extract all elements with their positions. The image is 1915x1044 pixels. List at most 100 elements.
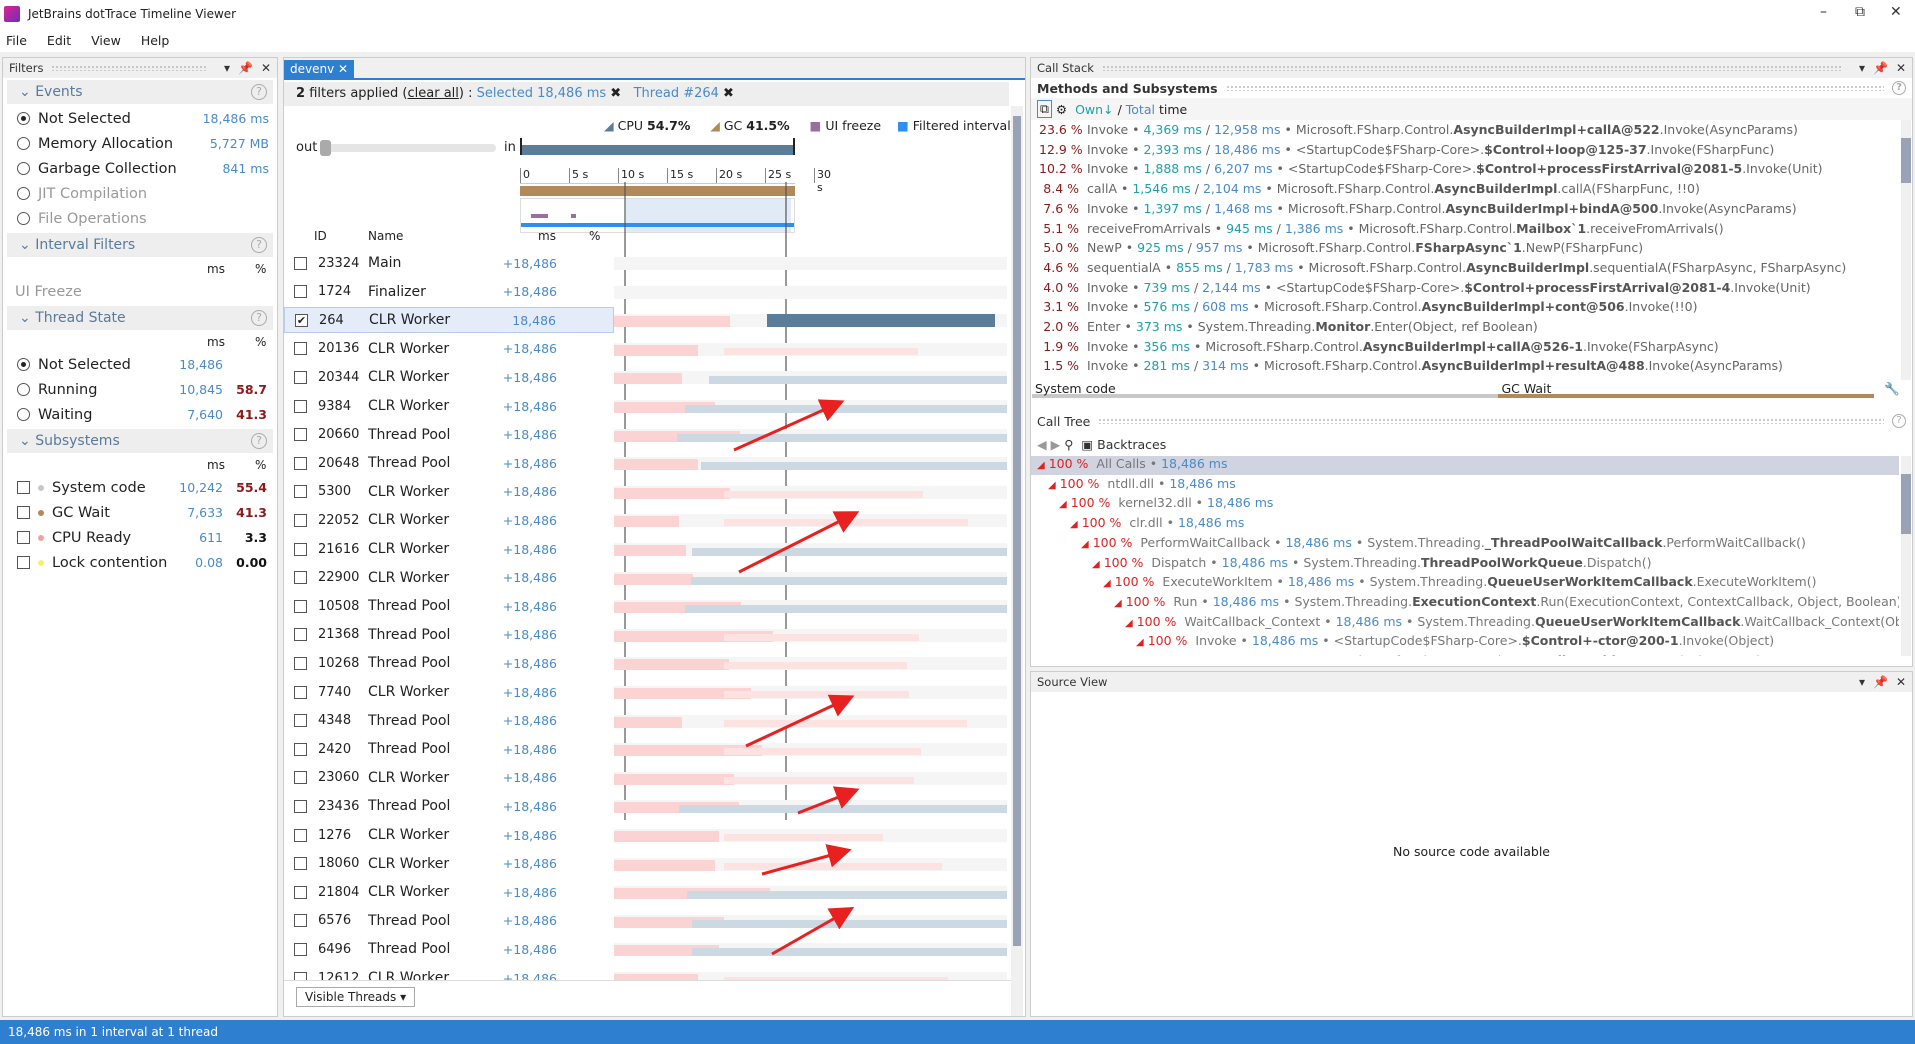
search-icon[interactable]: ⚲: [1064, 436, 1074, 452]
thread-checkbox[interactable]: [294, 456, 307, 470]
thread-checkbox[interactable]: [294, 571, 307, 585]
copy-icon[interactable]: ⧉: [1037, 100, 1052, 118]
thread-timeline[interactable]: [614, 771, 1007, 785]
filter-icon[interactable]: ⚙: [1055, 101, 1068, 117]
thread-state-section[interactable]: ⌄ Thread State?: [7, 306, 273, 330]
checkbox[interactable]: [17, 481, 30, 494]
clear-all-link[interactable]: clear all: [407, 86, 459, 101]
thread-checkbox[interactable]: [294, 942, 307, 956]
thread-timeline[interactable]: [614, 829, 1007, 842]
filter-chip-selected[interactable]: Selected 18,486 ms: [476, 86, 607, 101]
method-row[interactable]: 5.0 % NewP • 925 ms / 957 ms • Microsoft.…: [1039, 240, 1643, 259]
backtraces-button[interactable]: Backtraces: [1097, 436, 1167, 452]
thread-checkbox[interactable]: [294, 256, 307, 270]
event-option[interactable]: JIT Compilation: [3, 181, 277, 206]
scrollbar-thumb[interactable]: [1013, 116, 1021, 946]
thread-timeline[interactable]: [614, 314, 1007, 328]
dropdown-icon[interactable]: ▾: [1858, 675, 1865, 689]
thread-row[interactable]: 20136 CLR Worker +18,486: [284, 336, 614, 362]
radio-button[interactable]: [17, 383, 30, 396]
method-row[interactable]: 7.6 % Invoke • 1,397 ms / 1,468 ms • Micr…: [1039, 201, 1796, 220]
tab-devenv[interactable]: devenv ✕: [284, 60, 355, 80]
thread-checkbox[interactable]: [294, 656, 307, 670]
wrench-icon[interactable]: 🔧: [1884, 381, 1900, 396]
minimize-button[interactable]: –: [1820, 4, 1827, 20]
subsystem-system-code[interactable]: System code: [1032, 381, 1499, 398]
subsystem-bar[interactable]: System code GC Wait 🔧: [1032, 381, 1900, 402]
thread-state-option[interactable]: Running 10,845 58.7: [3, 377, 277, 402]
thread-timeline[interactable]: [614, 628, 1007, 642]
thread-row[interactable]: 21804 CLR Worker +18,486: [284, 879, 614, 905]
call-tree-node[interactable]: ◢ 100 % Run • 18,486 ms • System.Threading…: [1114, 594, 1899, 613]
call-tree-node[interactable]: ◢ 100 % ExecuteWorkItem • 18,486 ms • Syst…: [1103, 574, 1817, 590]
radio-button[interactable]: [17, 112, 30, 125]
selected-interval[interactable]: [626, 199, 791, 232]
thread-row[interactable]: 6496 Thread Pool +18,486: [284, 936, 614, 962]
expand-triangle-icon[interactable]: ◢: [1070, 519, 1078, 531]
thread-checkbox[interactable]: [294, 342, 307, 356]
thread-checkbox[interactable]: [294, 742, 307, 756]
help-icon[interactable]: ?: [251, 433, 267, 449]
interval-filters-section[interactable]: ⌄ Interval Filters?: [7, 233, 273, 257]
expand-triangle-icon[interactable]: ◢: [1103, 578, 1111, 590]
close-tab-icon[interactable]: ✕: [338, 62, 349, 76]
thread-checkbox[interactable]: [294, 428, 307, 442]
col-pct[interactable]: %: [589, 229, 601, 243]
remove-filter-icon[interactable]: ✖: [723, 86, 734, 101]
dropdown-icon[interactable]: ▾: [1858, 61, 1865, 75]
expand-triangle-icon[interactable]: ◢: [1048, 479, 1056, 491]
expand-triangle-icon[interactable]: ◢: [1125, 617, 1133, 629]
thread-row[interactable]: 20648 Thread Pool +18,486: [284, 450, 614, 476]
event-option[interactable]: Garbage Collection 841 ms: [3, 156, 277, 181]
thread-checkbox[interactable]: [294, 485, 307, 499]
thread-timeline[interactable]: [614, 543, 1007, 556]
method-row[interactable]: 10.2 % Invoke • 1,888 ms / 6,207 ms • <St…: [1039, 161, 1823, 177]
methods-scrollbar[interactable]: [1901, 120, 1911, 380]
method-row[interactable]: 2.0 % Enter • 373 ms • System.Threading.M…: [1039, 319, 1538, 338]
visible-threads-dropdown[interactable]: Visible Threads ▾: [296, 987, 416, 1007]
thread-row[interactable]: 12612 CLR Worker +18,486: [284, 965, 614, 980]
thread-checkbox[interactable]: ✔: [295, 313, 308, 327]
thread-row[interactable]: 2420 Thread Pool +18,486: [284, 736, 614, 762]
thread-state-option[interactable]: Waiting 7,640 41.3: [3, 402, 277, 427]
thread-row[interactable]: 23324 Main +18,486: [284, 250, 614, 276]
subsystem-option[interactable]: System code 10,242 55.4: [3, 475, 277, 500]
thread-row[interactable]: 6576 Thread Pool +18,486: [284, 908, 614, 934]
zoom-slider-thumb[interactable]: [320, 140, 331, 156]
vertical-scrollbar[interactable]: [1011, 106, 1023, 1016]
radio-button[interactable]: [17, 162, 30, 175]
method-row[interactable]: 5.1 % receiveFromArrivals • 945 ms / 1,38…: [1039, 221, 1723, 240]
method-row[interactable]: 4.0 % Invoke • 739 ms / 2,144 ms • <Start…: [1039, 280, 1810, 299]
call-tree-node[interactable]: ◢ 100 % Dispatch • 18,486 ms • System.Thre…: [1092, 554, 1652, 570]
thread-checkbox[interactable]: [294, 771, 307, 785]
help-icon[interactable]: ?: [1892, 414, 1906, 428]
thread-checkbox[interactable]: [294, 714, 307, 728]
method-row[interactable]: 1.5 % Invoke • 281 ms / 314 ms • Microsof…: [1039, 358, 1783, 377]
selection-end-marker[interactable]: [785, 182, 787, 820]
col-ms[interactable]: ms: [538, 229, 556, 243]
expand-triangle-icon[interactable]: ◢: [1081, 538, 1089, 550]
close-icon[interactable]: ✕: [1895, 61, 1906, 75]
method-row[interactable]: 23.6 % Invoke • 4,369 ms / 12,958 ms • Mi…: [1039, 122, 1798, 137]
call-tree-node[interactable]: ◢ 100 % WaitCallback_Context • 18,486 ms •…: [1125, 614, 1899, 633]
method-row[interactable]: 3.1 % Invoke • 576 ms / 608 ms • Microsof…: [1039, 299, 1697, 318]
event-option[interactable]: Memory Allocation 5,727 MB: [3, 131, 277, 156]
subsystem-option[interactable]: GC Wait 7,633 41.3: [3, 500, 277, 525]
thread-row[interactable]: 23436 Thread Pool +18,486: [284, 793, 614, 819]
thread-row[interactable]: 20344 CLR Worker +18,486: [284, 364, 614, 390]
radio-button[interactable]: [17, 187, 30, 200]
thread-timeline[interactable]: [614, 743, 1007, 757]
thread-row[interactable]: 7740 CLR Worker +18,486: [284, 679, 614, 705]
col-name[interactable]: Name: [368, 229, 404, 243]
col-id[interactable]: ID: [314, 229, 327, 243]
thread-timeline[interactable]: [614, 657, 1007, 671]
thread-timeline[interactable]: [614, 342, 1007, 356]
event-option[interactable]: Not Selected 18,486 ms: [3, 106, 277, 131]
checkbox[interactable]: [17, 556, 30, 569]
close-icon[interactable]: ✕: [260, 61, 271, 75]
event-option[interactable]: File Operations: [3, 206, 277, 231]
call-tree-node[interactable]: ◢ 100 % All Calls • 18,486 ms: [1031, 456, 1899, 475]
selection-start-marker[interactable]: [624, 182, 626, 820]
thread-timeline[interactable]: [614, 686, 1007, 699]
method-row[interactable]: 12.9 % Invoke • 2,393 ms / 18,486 ms • <S…: [1039, 141, 1775, 157]
